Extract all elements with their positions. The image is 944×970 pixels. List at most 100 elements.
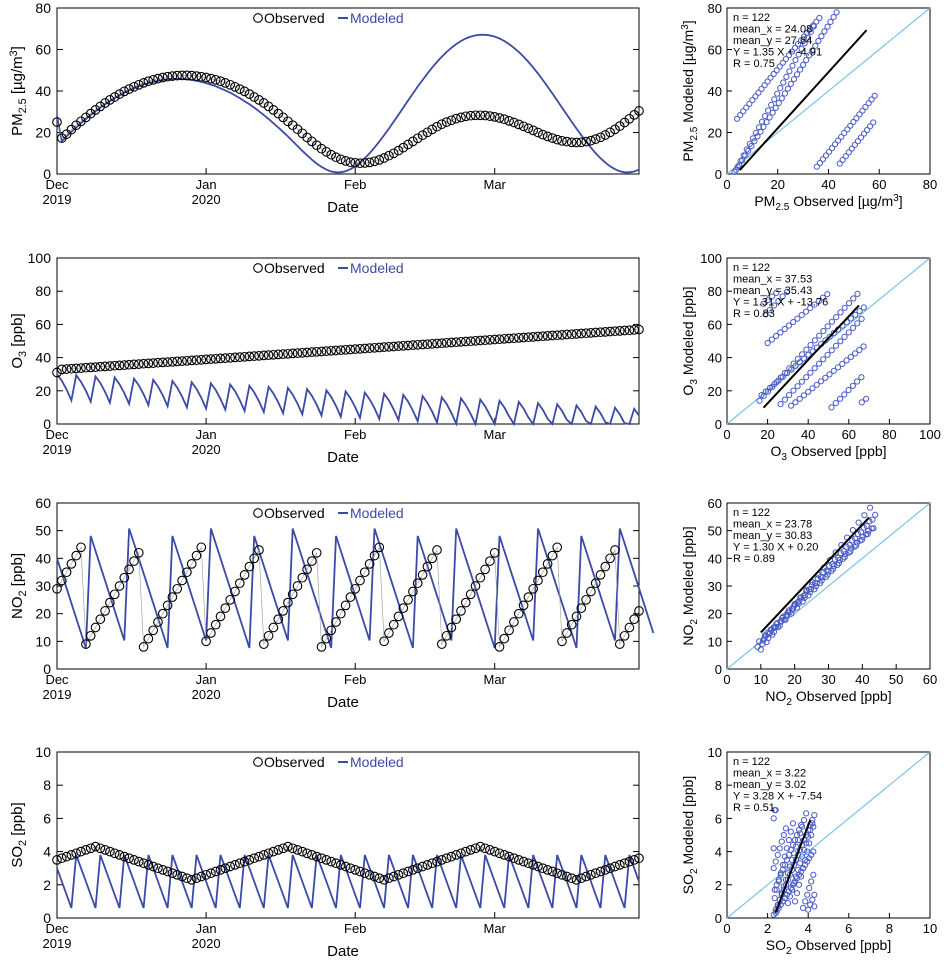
- observed-point: [230, 586, 240, 597]
- x-tick-label-month: Jan: [196, 672, 217, 687]
- observed-point: [412, 863, 423, 874]
- regression-line: [760, 516, 870, 634]
- observed-point: [412, 578, 423, 589]
- y-tick-label: 60: [35, 495, 51, 511]
- scatter-point: [804, 848, 811, 855]
- scatter-point: [800, 904, 807, 912]
- scatter-point: [792, 57, 799, 64]
- observed-point: [56, 853, 67, 864]
- observed-point: [244, 89, 255, 99]
- observed-point: [234, 84, 245, 94]
- scatter-point: [824, 291, 831, 298]
- y-tick-label: 20: [35, 125, 51, 141]
- scatter-point: [859, 107, 866, 114]
- observed-point: [143, 358, 154, 369]
- observed-point: [105, 846, 115, 857]
- observed-point: [393, 145, 404, 156]
- scatter-point: [773, 886, 780, 893]
- observed-point: [427, 858, 438, 869]
- scatter-point: [798, 45, 805, 53]
- observed-point: [427, 338, 438, 349]
- y-tick-label: 40: [35, 83, 51, 99]
- scatter-point: [832, 141, 839, 148]
- observed-point: [403, 139, 413, 150]
- observed-point: [302, 347, 312, 358]
- observed-point: [225, 79, 236, 90]
- observed-point: [436, 119, 447, 130]
- legend-observed-label: Observed: [264, 260, 325, 276]
- scatter-point: [778, 95, 785, 102]
- observed-point: [263, 350, 274, 360]
- observed-point: [388, 148, 399, 159]
- scatter-point: [789, 62, 796, 69]
- scatter-point: [754, 133, 761, 140]
- observed-point: [109, 589, 120, 600]
- scatter-point: [807, 341, 814, 349]
- scatter-point: [849, 382, 857, 389]
- scatter-point: [870, 119, 877, 126]
- scatter-point: [828, 347, 835, 354]
- observed-point: [566, 137, 577, 148]
- scatter-point: [794, 315, 801, 322]
- stats-line: mean_x = 24.08: [733, 24, 812, 36]
- scatter-point: [779, 861, 786, 869]
- y-tick-label: 30: [35, 578, 51, 594]
- observed-point: [335, 345, 346, 355]
- observed-point: [475, 335, 486, 346]
- observed-point: [518, 600, 529, 611]
- observed-point: [384, 341, 394, 352]
- observed-point: [81, 362, 91, 373]
- y-tick-label: 80: [708, 284, 722, 299]
- observed-point: [393, 341, 404, 351]
- observed-point: [85, 630, 96, 641]
- observed-point: [340, 156, 351, 166]
- scatter-point: [775, 377, 782, 384]
- observed-point: [446, 622, 457, 633]
- scatter-point: [781, 861, 789, 869]
- scatter-point: [843, 543, 850, 550]
- scatter-point: [811, 337, 819, 344]
- scatter-point: [808, 831, 815, 839]
- observed-point: [105, 95, 115, 105]
- observed-point: [629, 325, 640, 335]
- observed-point: [85, 362, 96, 373]
- observed-point: [408, 340, 418, 350]
- scatter-point: [798, 378, 806, 385]
- scatter-point: [862, 103, 869, 111]
- observed-point: [196, 871, 207, 882]
- scatter-point: [830, 565, 837, 572]
- observed-point: [513, 608, 524, 619]
- y-tick-label: 2: [43, 877, 51, 893]
- scatter-point: [861, 512, 868, 519]
- observed-point: [610, 861, 620, 872]
- y-tick-label: 80: [708, 1, 722, 16]
- stats-line: n = 122: [733, 12, 770, 24]
- observed-point: [61, 567, 72, 578]
- observed-point: [95, 843, 106, 854]
- scatter-point: [845, 387, 852, 394]
- scatter-point: [816, 14, 823, 22]
- observed-point: [441, 630, 452, 641]
- scatter-point: [740, 108, 747, 115]
- x-tick-label-month: Feb: [344, 921, 366, 936]
- observed-point: [600, 561, 611, 572]
- observed-point: [100, 606, 110, 616]
- scatter-point: [787, 80, 795, 88]
- stats-line: Y = 1.31 X + -13.76: [733, 297, 828, 309]
- observed-point: [191, 355, 202, 365]
- scatter-point: [801, 594, 808, 602]
- scatter-point: [826, 333, 833, 340]
- scatter-point: [806, 840, 813, 847]
- observed-point: [76, 542, 86, 553]
- scatter-point: [771, 302, 778, 309]
- observed-point: [258, 850, 269, 860]
- stats-line: mean_y = 27.64: [733, 35, 812, 47]
- regression-line: [774, 819, 812, 913]
- x-tick-label: 60: [842, 427, 856, 442]
- observed-point: [201, 636, 211, 647]
- observed-point: [586, 328, 596, 338]
- scatter-point: [749, 97, 756, 104]
- observed-point: [403, 594, 413, 605]
- scatter-point: [766, 629, 774, 636]
